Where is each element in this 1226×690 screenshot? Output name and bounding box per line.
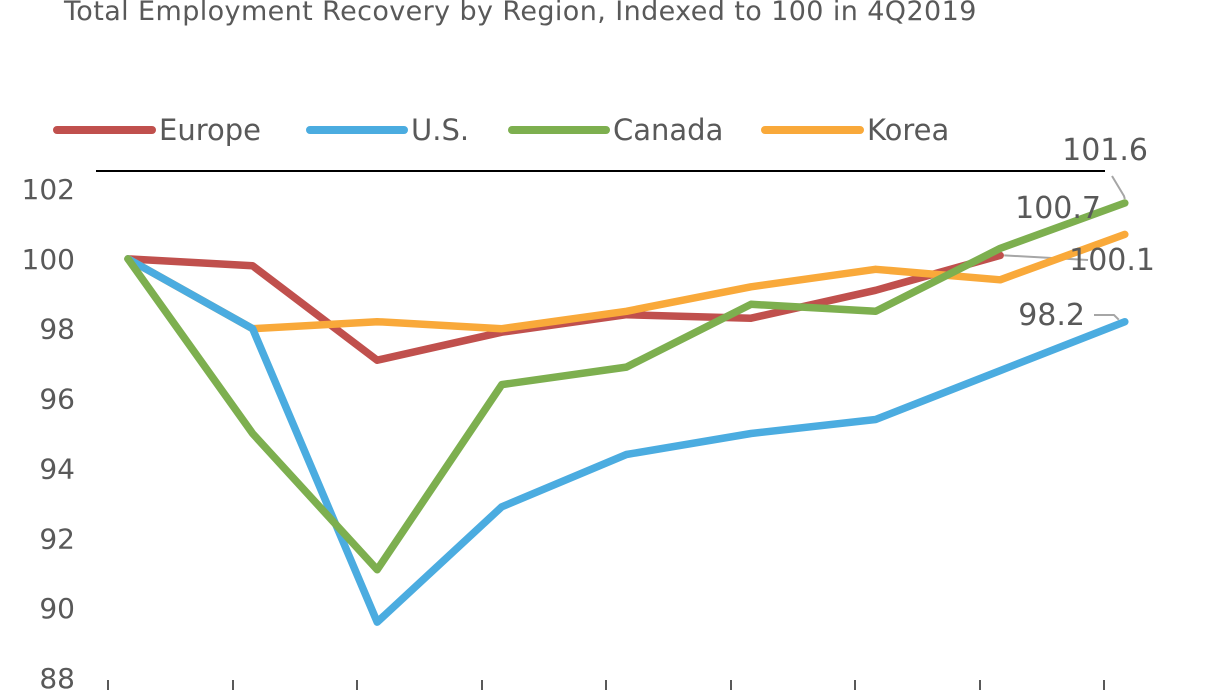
legend-label-europe: Europe	[159, 113, 261, 147]
chart-title: Total Employment Recovery by Region, Ind…	[64, 0, 977, 27]
y-tick-label-94: 94	[39, 452, 75, 485]
legend-label-u-s: U.S.	[411, 113, 469, 147]
data-label-korea: 100.7	[1015, 191, 1101, 226]
data-label-canada: 101.6	[1062, 133, 1148, 168]
leader-line-canada	[1111, 175, 1126, 200]
y-tick-label-92: 92	[39, 522, 75, 555]
data-labels: 100.1 98.2 101.6 100.7	[1015, 133, 1155, 333]
series-line-canada	[124, 199, 1129, 574]
y-tick-label-96: 96	[39, 383, 75, 416]
series-line-korea	[124, 230, 1129, 333]
series-lines	[124, 199, 1129, 626]
y-tick-label-90: 90	[39, 592, 75, 625]
y-tick-label-102: 102	[22, 173, 75, 206]
x-axis	[107, 680, 1105, 690]
leader-line-europe	[1004, 254, 1089, 261]
legend-label-korea: Korea	[867, 113, 949, 147]
data-label-u-s: 98.2	[1018, 298, 1085, 333]
leader-line-u-s	[1094, 314, 1120, 321]
y-axis: 88 90 92 94 96 98 100 102	[22, 173, 75, 690]
y-tick-label-100: 100	[22, 243, 75, 276]
data-label-europe: 100.1	[1069, 243, 1155, 278]
y-tick-label-88: 88	[39, 662, 75, 690]
series-line-u-s	[124, 255, 1129, 626]
legend-label-canada: Canada	[613, 113, 723, 147]
legend: Europe U.S. Canada Korea	[53, 113, 949, 147]
label-leaders	[1004, 175, 1126, 321]
y-tick-label-98: 98	[39, 313, 75, 346]
